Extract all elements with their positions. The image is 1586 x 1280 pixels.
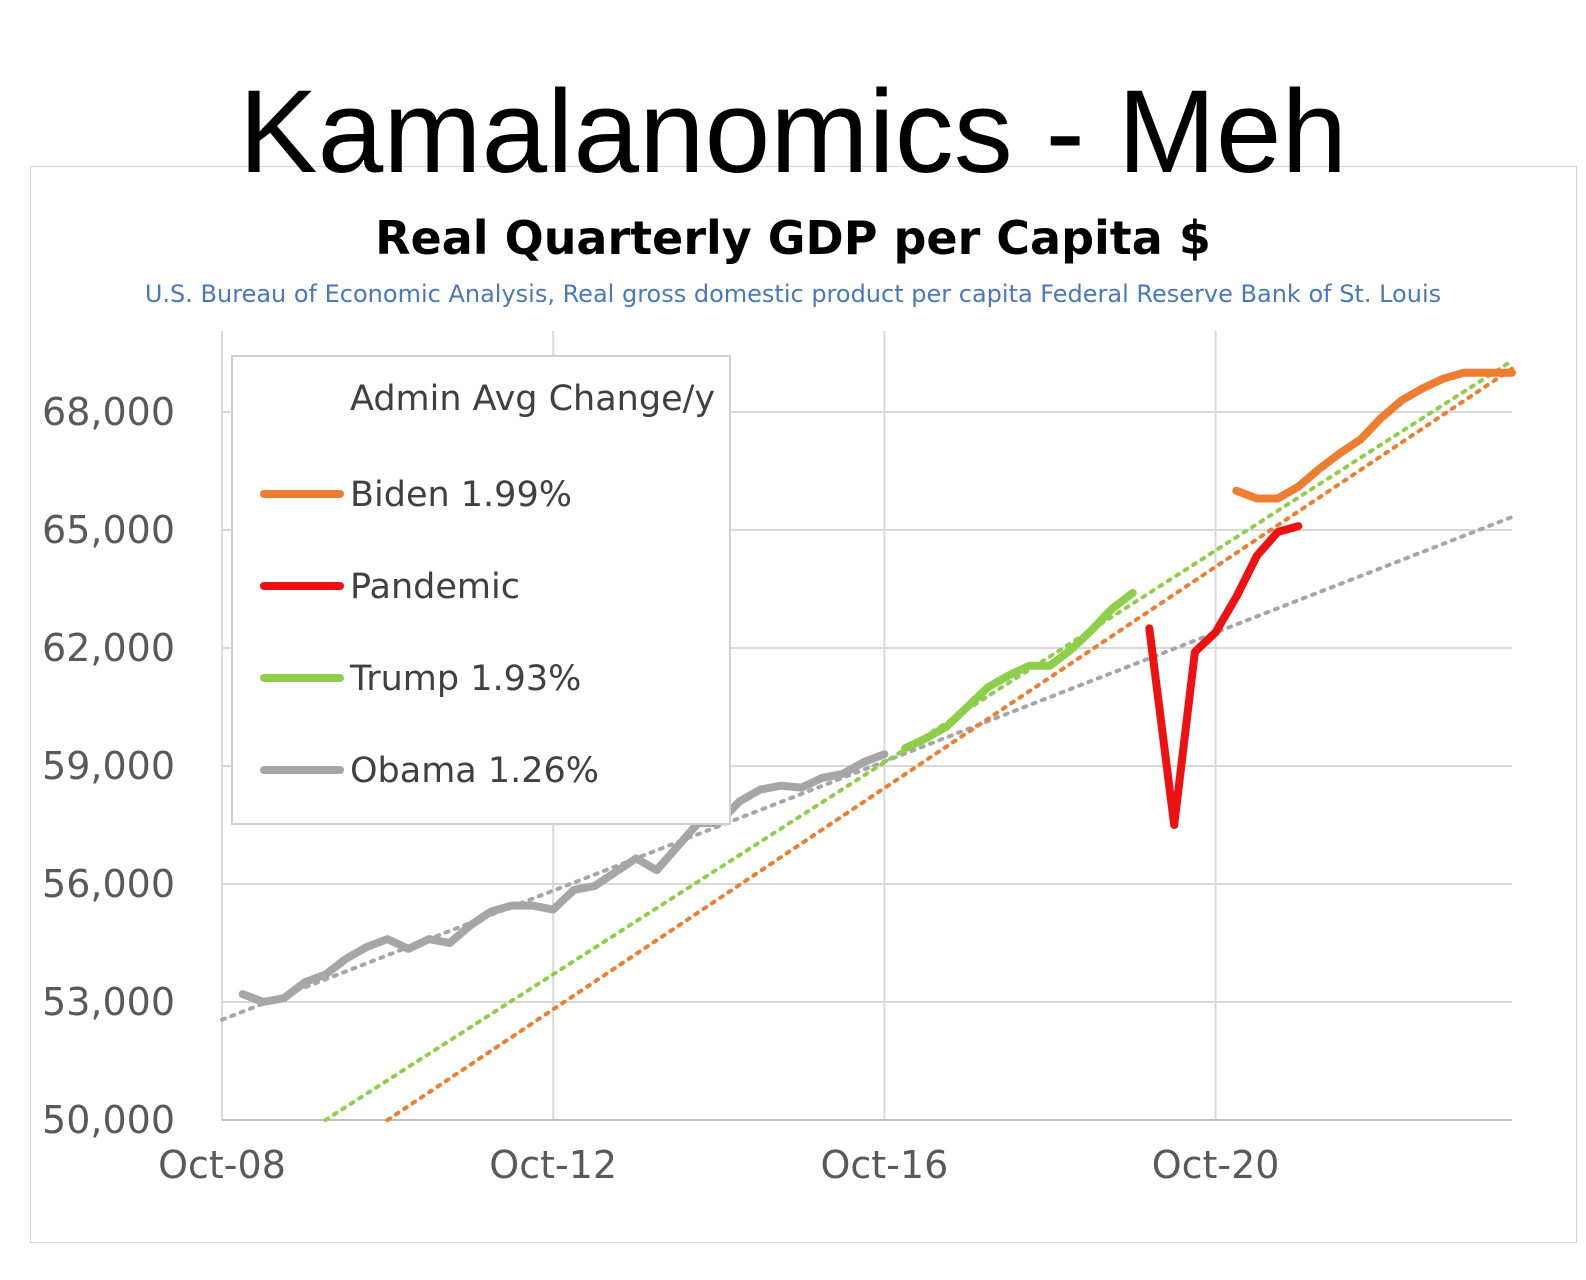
series-line [1145, 522, 1303, 829]
y-tick-label: 53,000 [42, 980, 175, 1024]
series-line [238, 750, 889, 1006]
x-axis-ticks: Oct-08 Oct-12 Oct-16 Oct-20 [158, 1143, 1279, 1187]
y-tick-label: 62,000 [42, 626, 175, 670]
y-tick-label: 59,000 [42, 744, 175, 788]
y-tick-label: 56,000 [42, 862, 175, 906]
y-tick-label: 65,000 [42, 508, 175, 552]
legend-label: Obama 1.26% [350, 751, 599, 791]
legend-label: Trump 1.93% [349, 659, 581, 699]
legend-entries: Biden 1.99% Pandemic Trump 1.93% Obama 1.26… [260, 475, 599, 791]
trendline [220, 515, 1514, 1022]
x-tick-label: Oct-08 [158, 1143, 286, 1187]
series-line [1232, 368, 1516, 503]
x-tick-label: Oct-16 [820, 1143, 948, 1187]
y-tick-label: 50,000 [42, 1098, 175, 1142]
legend-title: Admin Avg Change/y [350, 379, 715, 419]
legend: Admin Avg Change/y Biden 1.99% Pandemic Tr… [231, 355, 731, 825]
y-tick-label: 68,000 [42, 390, 175, 434]
legend-label: Biden 1.99% [350, 475, 572, 515]
slide-title: Kamalanomics - Meh [238, 66, 1348, 198]
x-tick-label: Oct-20 [1152, 1143, 1280, 1187]
x-tick-label: Oct-12 [489, 1143, 617, 1187]
series-lines [238, 368, 1516, 1006]
chart-title: Real Quarterly GDP per Capita $ [375, 211, 1211, 265]
y-axis-ticks: 50,000 53,000 56,000 59,000 62,000 65,000 68,0… [42, 390, 175, 1142]
series-line [901, 588, 1137, 753]
chart-subtitle: U.S. Bureau of Economic Analysis, Real g… [145, 280, 1441, 308]
legend-label: Pandemic [350, 567, 520, 607]
